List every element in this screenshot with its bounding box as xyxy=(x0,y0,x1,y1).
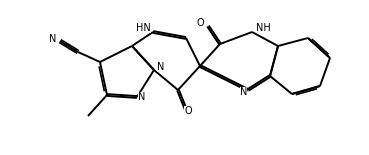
Text: O: O xyxy=(196,18,204,28)
Text: O: O xyxy=(184,106,192,116)
Text: N: N xyxy=(157,62,164,72)
Text: N: N xyxy=(49,34,56,44)
Text: N: N xyxy=(138,92,145,102)
Text: NH: NH xyxy=(256,23,271,33)
Text: HN: HN xyxy=(136,23,151,33)
Text: N: N xyxy=(239,87,247,97)
